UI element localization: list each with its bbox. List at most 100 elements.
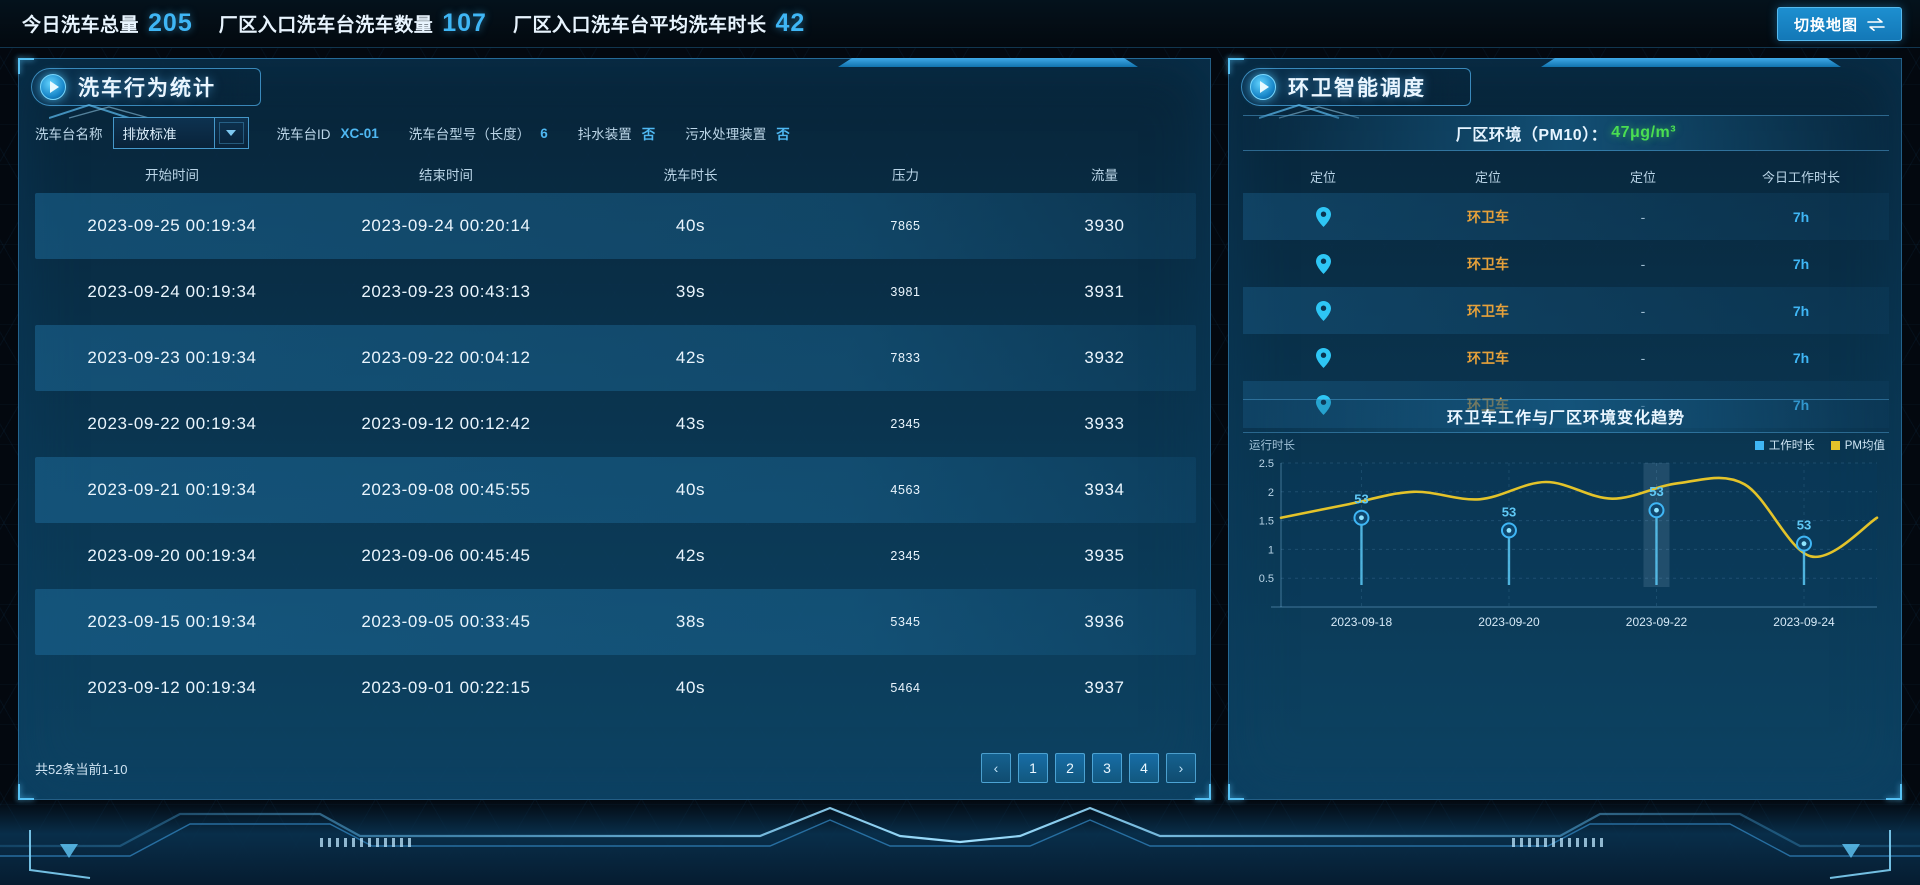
vehicle-row[interactable]: 环卫车 - 7h xyxy=(1243,334,1889,381)
chart-lollipop-dot xyxy=(1654,507,1659,513)
table-cell: 2345 xyxy=(890,417,921,431)
pagination-page-4[interactable]: 4 xyxy=(1129,753,1159,783)
table-row[interactable]: 2023-09-22 00:19:34 2023-09-12 00:12:42 43… xyxy=(35,391,1196,457)
table-cell: 40s xyxy=(675,480,706,499)
chart-y-tick: 1.5 xyxy=(1259,516,1274,528)
vehicle-status: - xyxy=(1640,255,1646,272)
left-panel-title-box: 洗车行为统计 xyxy=(31,68,261,106)
legend-item-pm-avg[interactable]: PM均值 xyxy=(1830,437,1885,453)
table-row[interactable]: 2023-09-12 00:19:34 2023-09-01 00:22:15 40… xyxy=(35,655,1196,721)
table-cell: 2023-09-25 00:19:34 xyxy=(87,216,257,235)
table-row[interactable]: 2023-09-21 00:19:34 2023-09-08 00:45:55 40… xyxy=(35,457,1196,523)
table-cell: 40s xyxy=(675,216,706,235)
chart-legend: 工作时长 PM均值 xyxy=(1754,437,1885,453)
vehicle-name: 环卫车 xyxy=(1467,349,1509,366)
map-pin-icon[interactable] xyxy=(1243,206,1403,227)
vehicle-work-hours: 7h xyxy=(1792,349,1810,366)
pagination-page-2[interactable]: 2 xyxy=(1055,753,1085,783)
station-name-label: 洗车台名称 xyxy=(35,127,103,142)
map-pin-icon[interactable] xyxy=(1243,300,1403,321)
chart-title: 环卫车工作与厂区环境变化趋势 xyxy=(1243,399,1889,433)
table-row[interactable]: 2023-09-20 00:19:34 2023-09-06 00:45:45 42… xyxy=(35,523,1196,589)
pagination-page-3[interactable]: 3 xyxy=(1092,753,1122,783)
switch-map-label: 切换地图 xyxy=(1793,16,1858,34)
legend-label-pm-avg: PM均值 xyxy=(1844,440,1885,452)
table-body: 2023-09-25 00:19:34 2023-09-24 00:20:14 40… xyxy=(35,193,1196,721)
table-cell: 2023-09-12 00:19:34 xyxy=(87,678,257,697)
vehicle-row[interactable]: 环卫车 - 7h xyxy=(1243,287,1889,334)
header-chevron-decoration xyxy=(1259,103,1360,119)
chevron-down-icon[interactable] xyxy=(214,117,249,149)
corner-bracket-bottom-right xyxy=(1876,774,1902,800)
table-cell: 7865 xyxy=(890,219,921,233)
left-panel-header: 洗车行为统计 xyxy=(19,59,1210,119)
table-cell: 2023-09-24 00:19:34 xyxy=(87,282,257,301)
column-header-end-time: 结束时间 xyxy=(419,168,473,183)
table-row[interactable]: 2023-09-25 00:19:34 2023-09-24 00:20:14 40… xyxy=(35,193,1196,259)
kpi-entrance-count-label: 厂区入口洗车台洗车数量 xyxy=(218,15,434,36)
chart-x-tick: 2023-09-20 xyxy=(1478,615,1540,629)
table-row[interactable]: 2023-09-24 00:19:34 2023-09-23 00:43:13 39… xyxy=(35,259,1196,325)
vehicle-work-hours: 7h xyxy=(1792,208,1810,225)
pagination-next-button[interactable]: › xyxy=(1166,753,1196,783)
map-pin-icon[interactable] xyxy=(1243,347,1403,368)
chart-point-label: 53 xyxy=(1797,518,1811,533)
chart-y-axis-label: 运行时长 xyxy=(1249,440,1295,452)
vehicle-row[interactable]: 环卫车 - 7h xyxy=(1243,240,1889,287)
table-cell: 2023-09-24 00:20:14 xyxy=(361,216,531,235)
legend-item-work-hours[interactable]: 工作时长 xyxy=(1754,437,1815,453)
right-panel-header: 环卫智能调度 xyxy=(1229,59,1901,119)
sewage-device-label: 污水处理装置 xyxy=(685,127,767,142)
chart-x-tick: 2023-09-18 xyxy=(1331,615,1393,629)
table-cell: 2023-09-08 00:45:55 xyxy=(361,480,531,499)
vehicle-name: 环卫车 xyxy=(1467,255,1509,272)
pagination-row: 共52条当前1-10 ‹ 1 2 3 4 › xyxy=(35,753,1196,783)
panel-notch-decoration xyxy=(838,58,1138,67)
table-cell: 2023-09-15 00:19:34 xyxy=(87,612,257,631)
table-cell: 2023-09-22 00:04:12 xyxy=(361,348,531,367)
legend-label-work-hours: 工作时长 xyxy=(1768,440,1815,452)
sewage-device-value: 否 xyxy=(776,127,790,142)
station-name-select[interactable]: 排放标准 xyxy=(112,117,215,149)
table-cell: 3931 xyxy=(1084,282,1125,301)
vehicle-row[interactable]: 环卫车 - 7h xyxy=(1243,193,1889,240)
table-cell: 2023-09-12 00:12:42 xyxy=(361,414,531,433)
table-cell: 4563 xyxy=(890,483,921,497)
left-panel-title: 洗车行为统计 xyxy=(78,77,216,100)
column-header-start-time: 开始时间 xyxy=(145,168,199,183)
trend-chart: 运行时长 工作时长 PM均值 0.5 1 1.5 2 2.5 2023-09-18 2023… xyxy=(1243,440,1889,641)
pagination-page-1[interactable]: 1 xyxy=(1018,753,1048,783)
vehicle-status: - xyxy=(1640,208,1646,225)
chart-x-tick: 2023-09-24 xyxy=(1773,615,1835,629)
table-cell: 5464 xyxy=(890,681,921,695)
table-cell: 3935 xyxy=(1084,546,1125,565)
vehicle-name: 环卫车 xyxy=(1467,208,1509,225)
kpi-total-wash: 今日洗车总量 205 xyxy=(22,9,193,38)
map-pin-icon[interactable] xyxy=(1243,253,1403,274)
chart-y-tick: 0.5 xyxy=(1259,573,1274,585)
switch-map-button[interactable]: 切换地图 xyxy=(1776,7,1902,41)
pagination-controls: ‹ 1 2 3 4 › xyxy=(981,753,1196,783)
bottom-hud-decoration xyxy=(0,800,1920,885)
right-panel-title: 环卫智能调度 xyxy=(1288,77,1426,100)
record-total-text: 共52条当前1-10 xyxy=(35,761,128,777)
station-id-label: 洗车台ID xyxy=(276,127,331,142)
column-header-flow: 流量 xyxy=(1091,168,1118,183)
pm10-value: 47μg/m³ xyxy=(1611,124,1677,141)
table-cell: 3932 xyxy=(1084,348,1125,367)
filter-bar: 洗车台名称 排放标准 洗车台ID XC-01 洗车台型号（长度） 6 抖水装置 … xyxy=(19,111,1210,155)
table-cell: 3934 xyxy=(1084,480,1125,499)
kpi-avg-duration-value: 42 xyxy=(775,9,806,37)
wash-statistics-panel: 洗车行为统计 洗车台名称 排放标准 洗车台ID XC-01 洗车台型号（长度） … xyxy=(18,58,1211,800)
column-header-work-hours: 今日工作时长 xyxy=(1761,169,1840,185)
table-row[interactable]: 2023-09-23 00:19:34 2023-09-22 00:04:12 42… xyxy=(35,325,1196,391)
table-header-row: 开始时间 结束时间 洗车时长 压力 流量 xyxy=(35,155,1196,193)
column-header-pressure: 压力 xyxy=(892,168,919,183)
corner-bracket-bottom-left xyxy=(1228,774,1254,800)
chart-point-label: 53 xyxy=(1354,492,1368,507)
pagination-prev-button[interactable]: ‹ xyxy=(981,753,1011,783)
station-name-select-value: 排放标准 xyxy=(122,127,177,142)
legend-swatch-pm-avg xyxy=(1830,441,1840,451)
swap-arrows-icon xyxy=(1867,17,1885,31)
table-row[interactable]: 2023-09-15 00:19:34 2023-09-05 00:33:45 38… xyxy=(35,589,1196,655)
